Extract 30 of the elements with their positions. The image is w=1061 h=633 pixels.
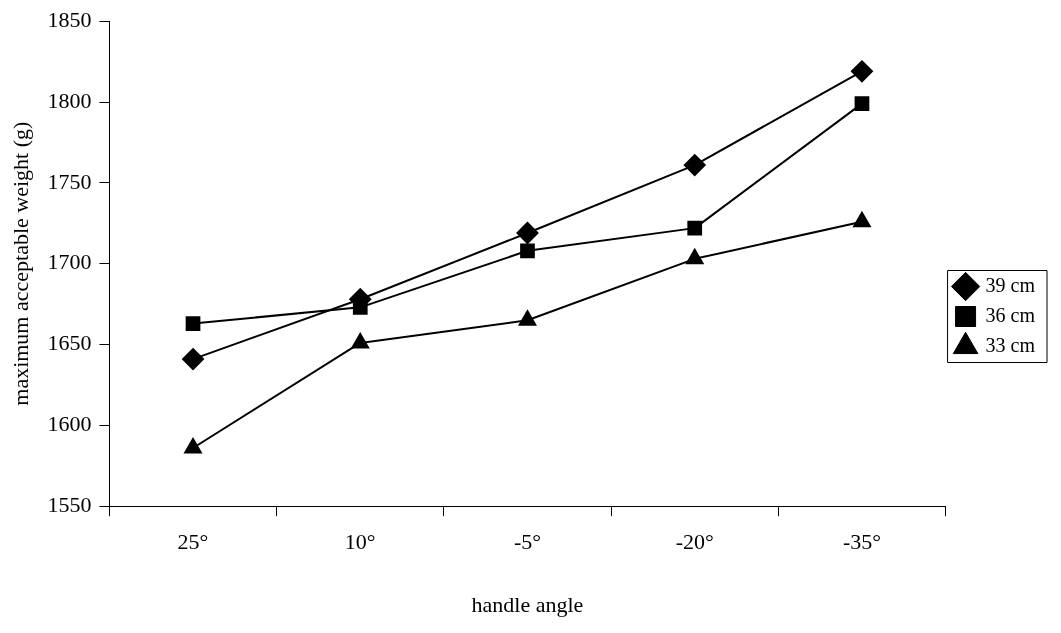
- point: [853, 211, 871, 228]
- y-tick-label: 1750: [47, 168, 92, 194]
- point: [854, 96, 870, 112]
- x-tick-label: 10°: [344, 529, 376, 555]
- point: [683, 154, 706, 177]
- point: [687, 220, 703, 236]
- legend-label: 33 cm: [985, 333, 1036, 356]
- x-tick-label: -20°: [675, 529, 714, 555]
- point: [685, 248, 704, 265]
- point: [351, 332, 370, 349]
- x-tick-label: 25°: [177, 529, 209, 555]
- x-axis-title: handle angle: [471, 591, 584, 617]
- point: [185, 316, 201, 331]
- legend-label: 36 cm: [985, 303, 1036, 326]
- point: [516, 221, 539, 244]
- point: [520, 243, 535, 259]
- y-tick-label: 1600: [47, 411, 92, 437]
- legend-label: 39 cm: [985, 273, 1036, 296]
- point: [182, 348, 205, 371]
- point: [184, 438, 202, 454]
- y-tick-label: 1800: [47, 87, 92, 113]
- y-axis-title: maximum acceptable weight (g): [7, 121, 33, 406]
- y-tick-label: 1650: [47, 330, 92, 356]
- x-tick-label: -35°: [842, 529, 882, 555]
- point: [850, 60, 873, 83]
- point: [518, 310, 537, 326]
- y-tick-label: 1550: [47, 491, 92, 517]
- y-tick-label: 1700: [47, 249, 92, 275]
- x-tick-label: -5°: [513, 529, 542, 555]
- y-tick-label: 1850: [47, 6, 92, 32]
